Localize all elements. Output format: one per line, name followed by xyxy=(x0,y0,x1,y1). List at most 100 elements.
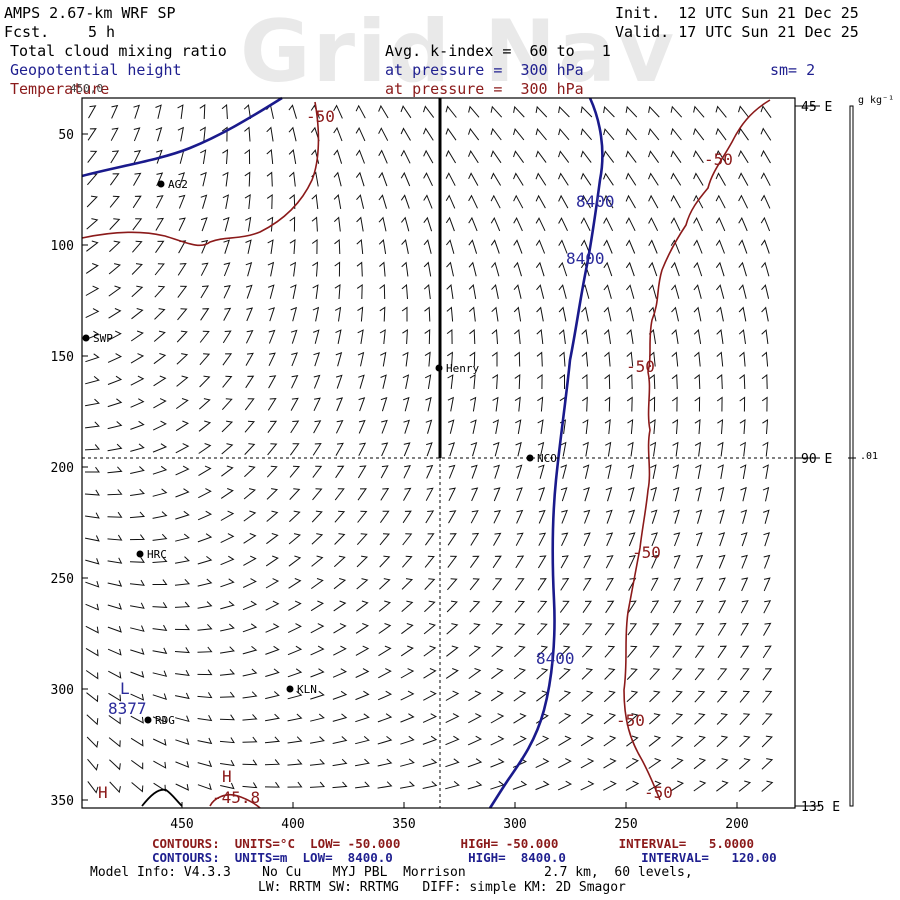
wind-barb xyxy=(85,353,100,363)
wind-barb xyxy=(357,510,368,523)
y-tick-label-150: 150 xyxy=(51,350,74,365)
wind-barb xyxy=(401,216,410,232)
wind-barb xyxy=(402,533,413,546)
wind-barb xyxy=(310,600,324,612)
wind-barb xyxy=(288,171,296,187)
wind-barb xyxy=(243,555,257,566)
station-marker-hrc[interactable] xyxy=(136,550,144,558)
wind-barb xyxy=(244,149,251,165)
wind-barb xyxy=(558,239,568,254)
wind-barb xyxy=(560,578,570,591)
wind-barb xyxy=(492,396,499,412)
wind-barb xyxy=(648,172,659,186)
wind-barb xyxy=(332,690,348,700)
wind-barb xyxy=(287,736,303,744)
wind-barb xyxy=(605,600,615,614)
wind-barb xyxy=(175,761,190,768)
wind-barb xyxy=(219,737,235,744)
wind-barb xyxy=(223,285,231,299)
wind-barb xyxy=(332,713,348,722)
wind-barb xyxy=(107,353,123,363)
wind-barb xyxy=(176,330,188,343)
station-marker-henry[interactable] xyxy=(435,364,443,372)
wind-barb xyxy=(625,172,637,186)
wind-barb xyxy=(626,735,639,747)
wind-barb xyxy=(580,261,590,277)
wind-barb xyxy=(717,419,724,435)
wind-barb xyxy=(470,510,479,524)
temperature-contour-label-4: -50 xyxy=(632,543,661,562)
wind-barb xyxy=(400,105,412,119)
wind-barb xyxy=(717,622,727,636)
wind-barb xyxy=(604,396,611,412)
station-marker-nco[interactable] xyxy=(526,454,534,462)
station-label-swp: SWP xyxy=(93,332,113,345)
wind-barb xyxy=(425,419,433,434)
wind-barb xyxy=(760,239,770,254)
wind-barb xyxy=(242,600,258,611)
wind-barb xyxy=(245,216,252,232)
station-label-hrc: HRC xyxy=(147,548,167,561)
wind-barb xyxy=(649,645,660,658)
wind-barb xyxy=(446,645,459,657)
wind-barb xyxy=(335,420,344,434)
wind-barb xyxy=(493,510,501,524)
x-tick-label-250: 250 xyxy=(614,817,637,832)
station-marker-rdg[interactable] xyxy=(144,716,152,724)
station-marker-ag2[interactable] xyxy=(157,180,165,188)
wind-barb xyxy=(197,669,213,676)
station-marker-swp[interactable] xyxy=(82,334,90,342)
wind-barb xyxy=(741,554,748,569)
wind-barb xyxy=(130,693,145,701)
wind-barb xyxy=(199,104,206,120)
wind-barb xyxy=(648,351,656,367)
wind-barb xyxy=(648,735,662,747)
wind-barb xyxy=(335,374,343,389)
wind-barb xyxy=(245,352,254,366)
wind-barb xyxy=(378,171,388,187)
wind-barb xyxy=(603,261,613,277)
wind-barb xyxy=(670,261,680,277)
wind-barb xyxy=(401,578,414,590)
wind-barb xyxy=(536,351,543,367)
wind-barb xyxy=(513,128,525,141)
wind-barb xyxy=(266,488,279,500)
wind-barb xyxy=(671,735,684,747)
wind-barb xyxy=(670,105,683,118)
wind-barb xyxy=(557,780,573,791)
wind-barb xyxy=(380,374,387,389)
wind-barb xyxy=(423,216,433,232)
wind-barb xyxy=(605,509,613,524)
wind-barb xyxy=(379,284,386,300)
wind-barb xyxy=(513,306,522,322)
wind-barb xyxy=(356,194,365,209)
wind-barb xyxy=(333,623,347,634)
wind-barb xyxy=(648,194,659,209)
wind-barb xyxy=(740,486,747,502)
wind-barb xyxy=(402,351,409,367)
wind-barb xyxy=(695,486,702,502)
wind-barb xyxy=(672,668,683,681)
wind-barb xyxy=(309,758,326,766)
wind-barb xyxy=(400,735,415,745)
wind-barb xyxy=(625,239,636,254)
wind-barb xyxy=(535,128,547,141)
wind-barb xyxy=(738,261,747,277)
wind-barb xyxy=(153,398,167,409)
wind-barb xyxy=(558,690,572,702)
wind-barb xyxy=(605,464,612,479)
wind-barb xyxy=(538,487,546,502)
wind-barb xyxy=(222,171,229,187)
wind-barb xyxy=(740,532,748,547)
station-marker-kln[interactable] xyxy=(286,685,294,693)
wind-barb xyxy=(355,104,366,119)
wind-barb xyxy=(693,284,702,299)
wind-barb xyxy=(245,284,253,299)
wind-barb xyxy=(717,464,724,479)
wind-barb xyxy=(582,419,589,435)
wind-barb xyxy=(717,645,727,659)
wind-barb xyxy=(312,261,319,277)
wind-barb xyxy=(739,419,746,435)
wind-barb xyxy=(648,780,662,792)
wind-barb xyxy=(649,668,661,681)
